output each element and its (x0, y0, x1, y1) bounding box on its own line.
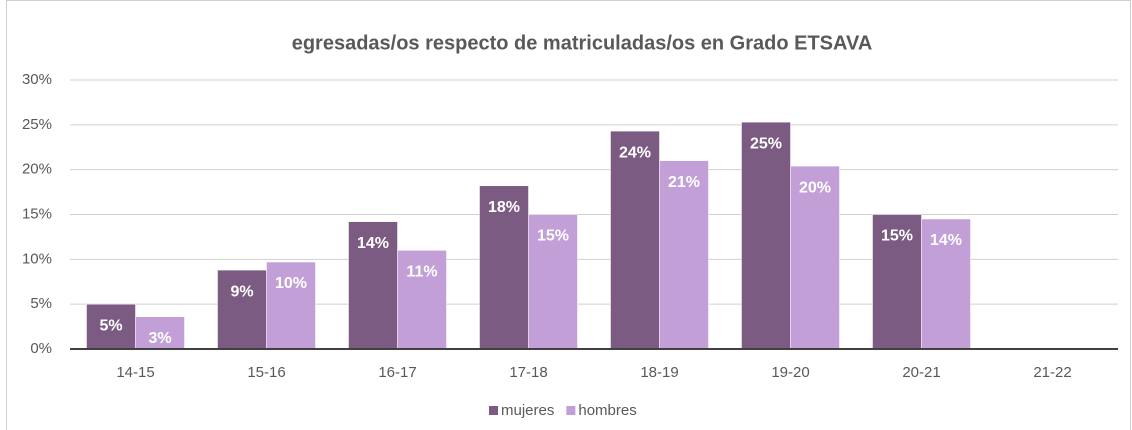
data-label: 14% (357, 235, 389, 252)
bar (135, 316, 185, 350)
data-label: 15% (537, 228, 569, 245)
bar (741, 121, 791, 350)
data-label: 10% (275, 275, 307, 292)
data-label: 21% (668, 174, 700, 191)
y-tick-label: 5% (30, 295, 52, 312)
legend-label: mujeres (501, 402, 554, 419)
data-label: 18% (488, 199, 520, 216)
data-label: 11% (406, 264, 437, 281)
bar (348, 221, 398, 350)
legend-swatch (566, 406, 576, 415)
x-tick-label: 17-18 (509, 364, 547, 381)
legend-label: hombres (578, 402, 636, 419)
data-label: 15% (881, 228, 913, 245)
x-tick-label: 21-22 (1033, 364, 1071, 381)
data-label: 20% (799, 179, 831, 196)
bar (790, 165, 840, 350)
bar (86, 303, 136, 350)
y-tick-label: 25% (22, 116, 52, 133)
bar (610, 130, 660, 350)
data-label: 25% (750, 135, 782, 152)
data-label: 24% (619, 144, 651, 161)
bar (479, 185, 529, 350)
bar (921, 218, 971, 350)
data-label: 9% (230, 283, 253, 300)
chart-title: egresadas/os respecto de matriculadas/os… (292, 32, 873, 54)
y-tick-label: 0% (30, 340, 52, 357)
x-tick-label: 20-21 (902, 364, 940, 381)
x-tick-label: 18-19 (640, 364, 678, 381)
bar (872, 214, 922, 350)
x-tick-label: 19-20 (771, 364, 809, 381)
data-label: 5% (99, 317, 122, 334)
data-label: 14% (930, 232, 962, 249)
x-tick-label: 16-17 (378, 364, 416, 381)
y-tick-label: 30% (22, 71, 52, 88)
legend-swatch (489, 406, 498, 415)
bar (659, 160, 709, 350)
data-label: 3% (148, 330, 171, 347)
y-tick-label: 20% (22, 161, 52, 178)
x-tick-label: 14-15 (116, 364, 154, 381)
y-tick-label: 10% (22, 250, 52, 267)
bar (266, 261, 316, 350)
bar (397, 250, 447, 350)
bar (528, 214, 578, 350)
x-tick-label: 15-16 (247, 364, 285, 381)
bar (217, 269, 267, 350)
y-tick-label: 15% (22, 205, 52, 222)
